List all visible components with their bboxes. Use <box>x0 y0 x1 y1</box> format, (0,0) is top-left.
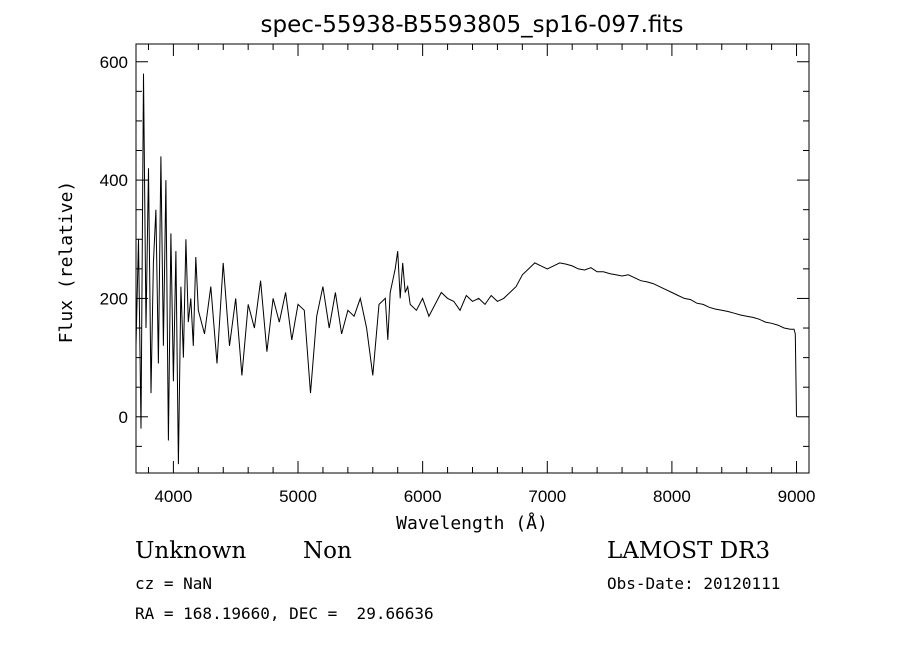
x-tick-label: 9000 <box>778 487 816 506</box>
obs-date: Obs-Date: 20120111 <box>607 574 781 593</box>
chart-title: spec-55938-B5593805_sp16-097.fits <box>261 12 684 38</box>
object-class: Unknown <box>135 538 247 564</box>
y-axis-label: Flux (relative) <box>56 181 77 344</box>
x-tick-label: 7000 <box>528 487 566 506</box>
x-tick-label: 5000 <box>279 487 317 506</box>
redshift-cz: cz = NaN <box>135 574 213 593</box>
x-tick-label: 6000 <box>404 487 442 506</box>
tick-labels: 4000 5000 6000 7000 8000 9000 0 200 400 600 <box>100 53 816 506</box>
y-tick-label: 0 <box>119 408 128 427</box>
x-axis-label: Wavelength (Å) <box>396 512 548 534</box>
y-tick-label: 600 <box>100 53 128 72</box>
axis-ticks <box>136 44 809 473</box>
spectrum-line <box>135 73 797 465</box>
plot-frame <box>135 43 810 474</box>
y-tick-label: 200 <box>100 289 128 308</box>
survey-name: LAMOST DR3 <box>607 538 771 564</box>
coordinates: RA = 168.19660, DEC = 29.66636 <box>135 604 434 623</box>
x-tick-label: 4000 <box>154 487 192 506</box>
y-tick-label: 400 <box>100 171 128 190</box>
object-subclass: Non <box>303 538 352 564</box>
x-tick-label: 8000 <box>653 487 691 506</box>
